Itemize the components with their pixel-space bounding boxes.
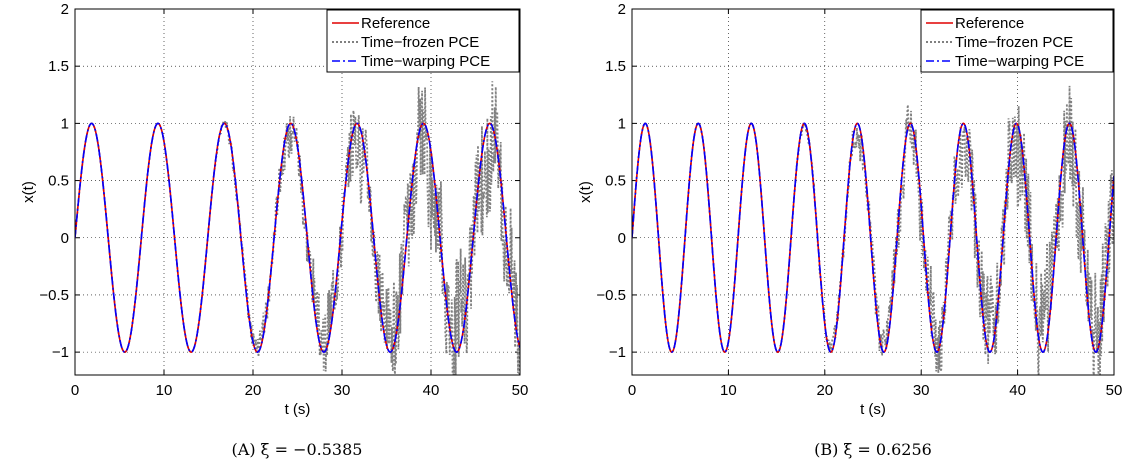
- x-axis-label: t (s): [860, 401, 886, 418]
- series-line-time-warping-pce: [632, 122, 1114, 353]
- plot-frame: [74, 8, 521, 376]
- chart-caption: (A) ξ = −0.5385: [232, 440, 363, 459]
- y-tick-label: 1: [61, 115, 69, 132]
- y-tick-label: 1.5: [605, 58, 626, 75]
- x-tick-label: 0: [628, 382, 636, 399]
- x-tick-label: 30: [913, 382, 930, 399]
- legend-label: Time−warping PCE: [361, 53, 490, 70]
- y-tick-label: −1: [52, 344, 69, 361]
- series-line-time-warping-pce: [75, 122, 520, 353]
- x-tick-label: 50: [512, 382, 529, 399]
- x-tick-label: 0: [71, 382, 79, 399]
- series-group: [632, 85, 1114, 375]
- y-tick-label: −0.5: [596, 287, 626, 304]
- y-axis-label: x(t): [577, 181, 594, 203]
- x-tick-label: 10: [156, 382, 173, 399]
- plot-frame: [631, 8, 1115, 376]
- y-tick-label: −0.5: [39, 287, 69, 304]
- y-tick-label: −1: [609, 344, 626, 361]
- legend-label: Time−frozen PCE: [361, 34, 479, 51]
- chart-a: 0 10 20 30 40 50 −1 −0.5 0 0.5 1 1.5 2 t (s) x(t) Refer…: [20, 1, 528, 459]
- legend-label: Reference: [361, 15, 430, 32]
- y-tick-label: 1: [618, 115, 626, 132]
- x-tick-label: 40: [423, 382, 440, 399]
- legend: Reference Time−frozen PCE Time−warping PCE: [326, 9, 520, 73]
- legend-box: [920, 9, 1114, 73]
- legend-label: Time−warping PCE: [955, 53, 1084, 70]
- legend-label: Reference: [955, 15, 1024, 32]
- x-tick-label: 20: [816, 382, 833, 399]
- y-tick-label: 1.5: [48, 58, 69, 75]
- series-group: [75, 81, 520, 375]
- legend: Reference Time−frozen PCE Time−warping PCE: [920, 9, 1114, 73]
- y-tick-label: 0.5: [48, 173, 69, 190]
- y-tick-label: 2: [618, 1, 626, 18]
- y-axis-label: x(t): [20, 181, 37, 203]
- y-tick-label: 0: [618, 230, 626, 247]
- x-axis-label: t (s): [285, 401, 311, 418]
- y-tick-label: 2: [61, 1, 69, 18]
- x-tick-label: 10: [720, 382, 737, 399]
- legend-label: Time−frozen PCE: [955, 34, 1073, 51]
- chart-caption: (B) ξ = 0.6256: [814, 440, 932, 459]
- x-tick-label: 30: [334, 382, 351, 399]
- y-tick-label: 0: [61, 230, 69, 247]
- y-tick-label: 0.5: [605, 173, 626, 190]
- legend-box: [326, 9, 520, 73]
- chart-b: 0 10 20 30 40 50 −1 −0.5 0 0.5 1 1.5 2 t (s) x(t) Refer…: [577, 1, 1122, 459]
- x-tick-label: 20: [245, 382, 262, 399]
- x-tick-label: 40: [1009, 382, 1026, 399]
- x-tick-label: 50: [1106, 382, 1123, 399]
